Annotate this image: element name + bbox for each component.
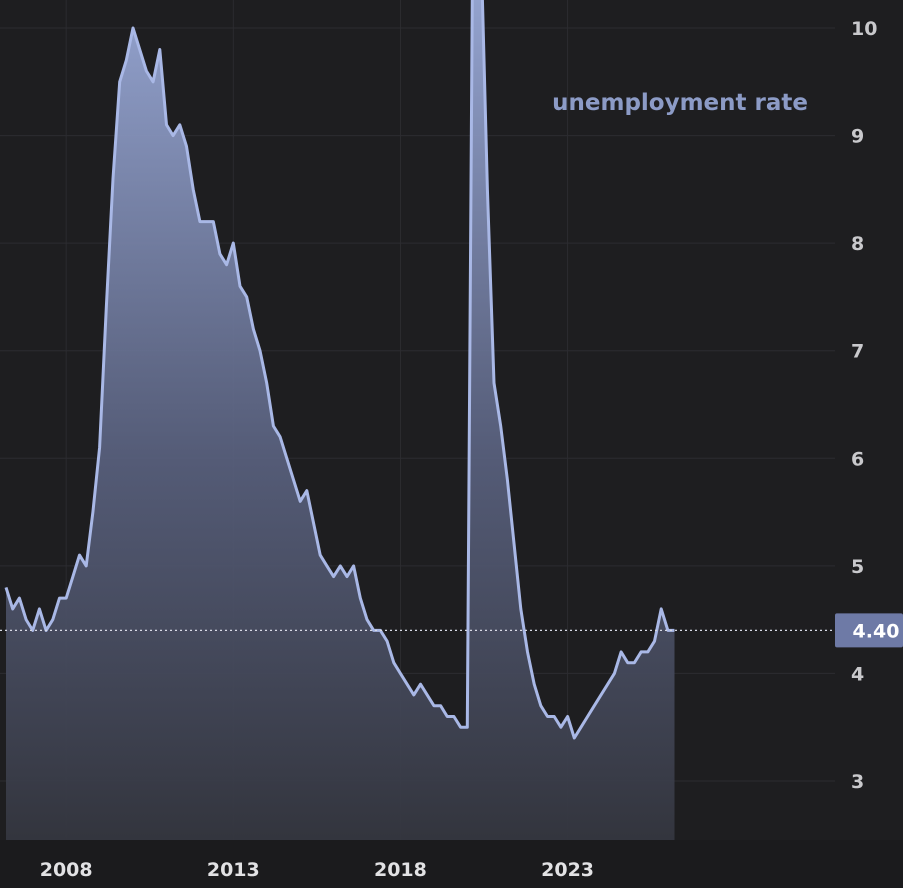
- y-tick-label: 5: [851, 556, 864, 578]
- y-tick-label: 4: [851, 663, 864, 685]
- y-tick-label: 8: [851, 233, 864, 255]
- chart-title: unemployment rate: [552, 90, 808, 116]
- x-tick-label: 2018: [374, 859, 427, 881]
- current-value-badge: 4.40: [835, 613, 903, 648]
- y-tick-label: 9: [851, 126, 864, 148]
- y-tick-label: 7: [851, 341, 864, 363]
- x-axis: 2008 2013 2018 2023: [40, 859, 594, 881]
- x-tick-label: 2008: [40, 859, 93, 881]
- series-area: [6, 0, 675, 840]
- x-tick-label: 2013: [207, 859, 260, 881]
- series-line: [4, 0, 675, 740]
- current-value-label: 4.40: [853, 620, 900, 642]
- y-tick-label: 6: [851, 448, 864, 470]
- x-tick-label: 2023: [541, 859, 594, 881]
- y-axis: 3 4 5 6 7 8 9 10: [851, 18, 877, 793]
- y-tick-label: 10: [851, 18, 877, 40]
- y-tick-label: 3: [851, 771, 864, 793]
- x-axis-band: [0, 840, 903, 888]
